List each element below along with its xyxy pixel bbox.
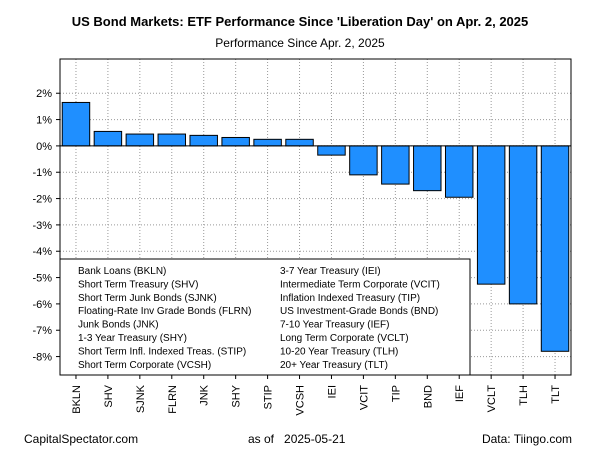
x-tick-label: SJNK: [135, 384, 147, 413]
legend-entry: US Investment-Grade Bonds (BND): [280, 306, 438, 317]
x-tick-label: BND: [422, 385, 434, 408]
legend-entry: Intermediate Term Corporate (VCIT): [280, 279, 440, 290]
footer-as-of: as of 2025-05-21: [248, 432, 345, 446]
as-of-date: 2025-05-21: [284, 432, 346, 446]
bar-tip: [381, 145, 410, 185]
bar-iei: [317, 145, 346, 156]
x-tick-label: FLRN: [167, 385, 179, 414]
y-tick-label: -5%: [32, 273, 52, 285]
y-tick-label: -7%: [32, 325, 52, 337]
legend-box: [59, 258, 471, 376]
y-tick-label: 1%: [36, 115, 52, 127]
x-tick-label: TLH: [518, 385, 530, 406]
bar-bkln: [61, 101, 91, 147]
legend-entry: Short Term Infl. Indexed Treas. (STIP): [78, 346, 246, 357]
bar-vclt: [476, 145, 506, 285]
legend-entry: Bank Loans (BKLN): [78, 266, 166, 277]
x-tick-label: SHV: [103, 384, 115, 407]
bar-stip: [253, 138, 282, 147]
x-tick-label: IEF: [454, 385, 466, 402]
y-tick-label: 2%: [36, 88, 52, 100]
legend-entry: Long Term Corporate (VCLT): [280, 333, 409, 344]
bar-sjnk: [125, 133, 155, 147]
legend-entry: Short Term Treasury (SHV): [78, 279, 198, 290]
bar-bnd: [413, 145, 442, 192]
x-tick-label: VCSH: [295, 385, 307, 416]
bar-shv: [93, 130, 123, 147]
legend-entry: Floating-Rate Inv Grade Bonds (FLRN): [78, 306, 251, 317]
y-tick-label: 0%: [36, 141, 52, 153]
y-tick-label: -8%: [32, 352, 52, 364]
bar-tlt: [540, 145, 570, 352]
legend-entry: 1-3 Year Treasury (SHY): [78, 333, 187, 344]
legend-entry: Inflation Indexed Treasury (TIP): [280, 293, 420, 304]
as-of-label: as of: [248, 432, 275, 446]
x-tick-label: TLT: [550, 385, 562, 404]
bar-ief: [444, 145, 474, 198]
bar-vcit: [349, 145, 378, 176]
x-tick-label: STIP: [263, 385, 275, 409]
legend-entry: 10-20 Year Treasury (TLH): [280, 346, 398, 357]
y-tick-label: -3%: [32, 220, 52, 232]
y-tick-label: -6%: [32, 299, 52, 311]
x-tick-label: SHY: [231, 384, 243, 407]
x-tick-label: BKLN: [71, 385, 83, 414]
x-tick-label: VCIT: [358, 385, 370, 410]
x-tick-label: JNK: [199, 384, 211, 405]
y-tick-label: -2%: [32, 194, 52, 206]
x-tick-label: IEI: [326, 385, 338, 398]
bar-flrn: [157, 133, 187, 147]
legend-entry: 3-7 Year Treasury (IEI): [280, 266, 381, 277]
chart-subtitle: Performance Since Apr. 2, 2025: [215, 36, 385, 50]
bar-shy: [221, 136, 250, 147]
legend-entry: Short Term Junk Bonds (SJNK): [78, 293, 217, 304]
x-tick-label: VCLT: [486, 385, 498, 413]
x-tick-label: TIP: [390, 385, 402, 402]
y-tick-label: -1%: [32, 167, 52, 179]
legend-entry: Short Term Corporate (VCSH): [78, 360, 211, 371]
legend-entry: 7-10 Year Treasury (IEF): [280, 320, 390, 331]
footer-source-site: CapitalSpectator.com: [24, 432, 139, 446]
chart-title: US Bond Markets: ETF Performance Since '…: [71, 14, 529, 29]
y-tick-label: -4%: [32, 246, 52, 258]
bar-jnk: [189, 134, 218, 147]
plot-frame: [59, 58, 572, 376]
bar-vcsh: [285, 138, 314, 147]
legend-entry: 20+ Year Treasury (TLT): [280, 360, 388, 371]
legend-entry: Junk Bonds (JNK): [78, 320, 159, 331]
footer-data-source: Data: Tiingo.com: [481, 432, 572, 446]
bar-tlh: [508, 145, 538, 305]
